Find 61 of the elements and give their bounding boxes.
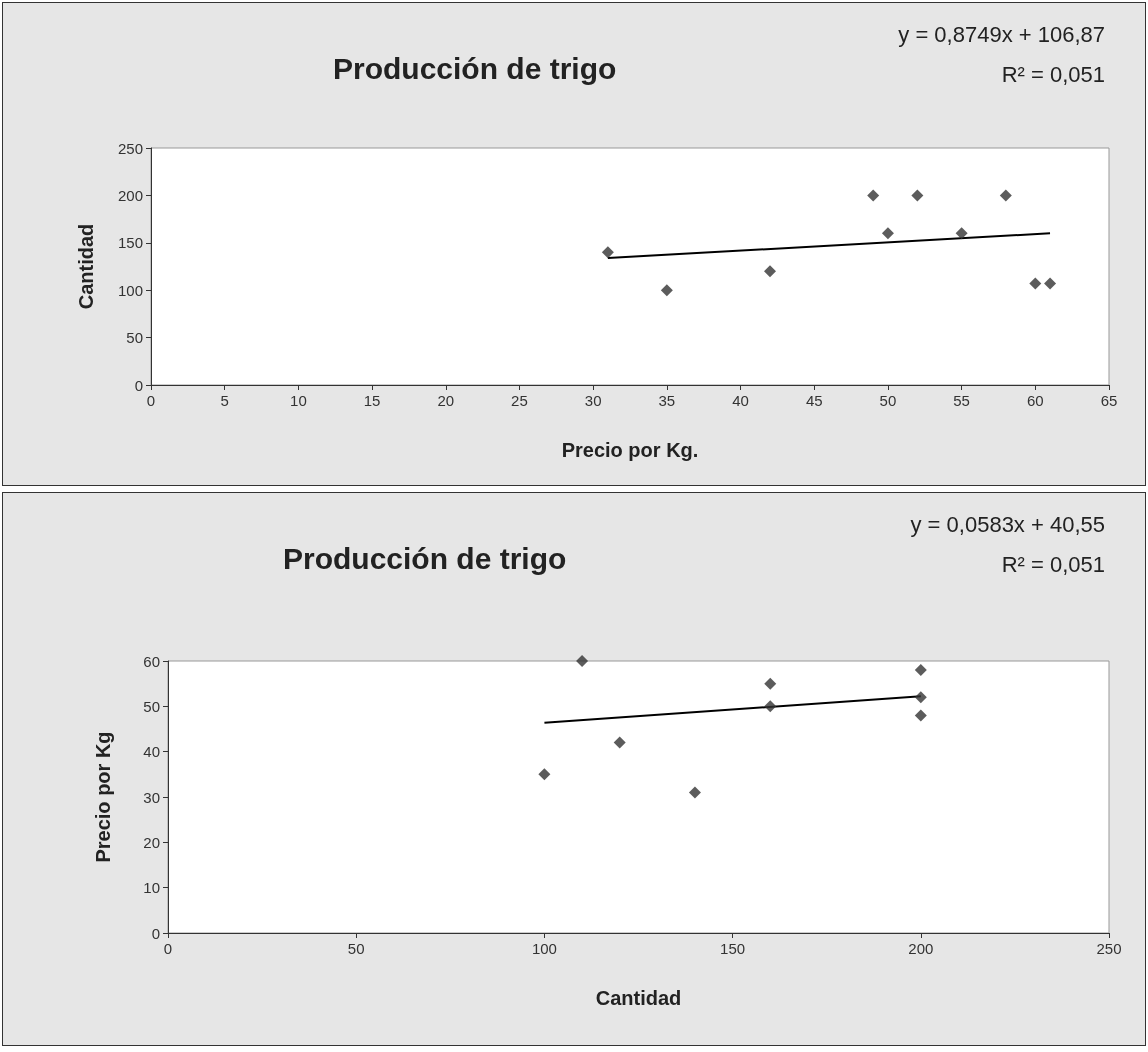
y-tick-label: 200 [117,186,143,204]
x-tick-label: 200 [908,940,934,957]
x-axis-title: Cantidad [595,987,682,1009]
point [576,655,589,667]
x-tick-label: 60 [1026,392,1044,409]
y-axis-title: Precio por Kg [92,731,114,863]
text: R² = 0,051 [1001,551,1105,577]
y-axis-title: Cantidad [75,223,97,310]
point [538,768,551,781]
x-axis-title: Precio por Kg. [561,439,699,461]
x-tick-label: 10 [290,392,307,409]
point [881,227,894,240]
point [688,786,701,799]
text: R² = 0,051 [1001,61,1105,87]
point [1029,277,1042,290]
y-tick-label: 50 [126,329,143,347]
point [914,691,927,704]
point [999,189,1012,202]
x-tick-label: 15 [363,392,381,409]
point [1044,277,1057,290]
y-tick-label: 0 [134,376,143,394]
point [660,284,673,297]
point [764,265,777,278]
text: y = 0,0583x + 40,55 [910,511,1106,537]
x-tick-label: 0 [163,940,173,957]
point [914,664,927,677]
x-tick-label: 20 [437,392,455,409]
y-tick-label: 10 [143,879,160,897]
y-tick-label: 20 [143,833,160,851]
point [867,189,880,202]
text: y = 0,8749x + 106,87 [898,21,1106,47]
point [914,709,927,722]
x-tick-label: 40 [732,392,749,409]
point [613,736,626,749]
chart-title: Producción de trigo [333,51,617,85]
y-tick-label: 30 [143,788,160,806]
y-tick-label: 50 [143,697,160,715]
x-tick-label: 150 [720,940,746,957]
y-tick-label: 40 [143,743,160,761]
x-tick-label: 50 [879,392,897,409]
y-tick-label: 100 [117,281,143,299]
x-tick-label: 55 [953,392,970,409]
x-tick-label: 65 [1100,392,1118,409]
y-tick-label: 150 [117,234,143,252]
x-tick-label: 250 [1096,940,1122,957]
point [911,189,924,202]
x-tick-label: 50 [347,940,365,957]
x-tick-label: 100 [531,940,557,957]
x-tick-label: 30 [584,392,602,409]
y-tick-label: 60 [143,652,160,670]
x-tick-label: 5 [220,392,229,409]
x-tick-label: 35 [658,392,676,409]
x-tick-label: 25 [511,392,528,409]
chart-title: Producción de trigo [283,541,567,575]
point [601,246,614,259]
point [764,677,777,690]
y-tick-label: 0 [151,924,160,942]
y-tick-label: 250 [117,139,143,157]
point [764,700,777,713]
point [955,227,968,240]
x-tick-label: 45 [805,392,823,409]
